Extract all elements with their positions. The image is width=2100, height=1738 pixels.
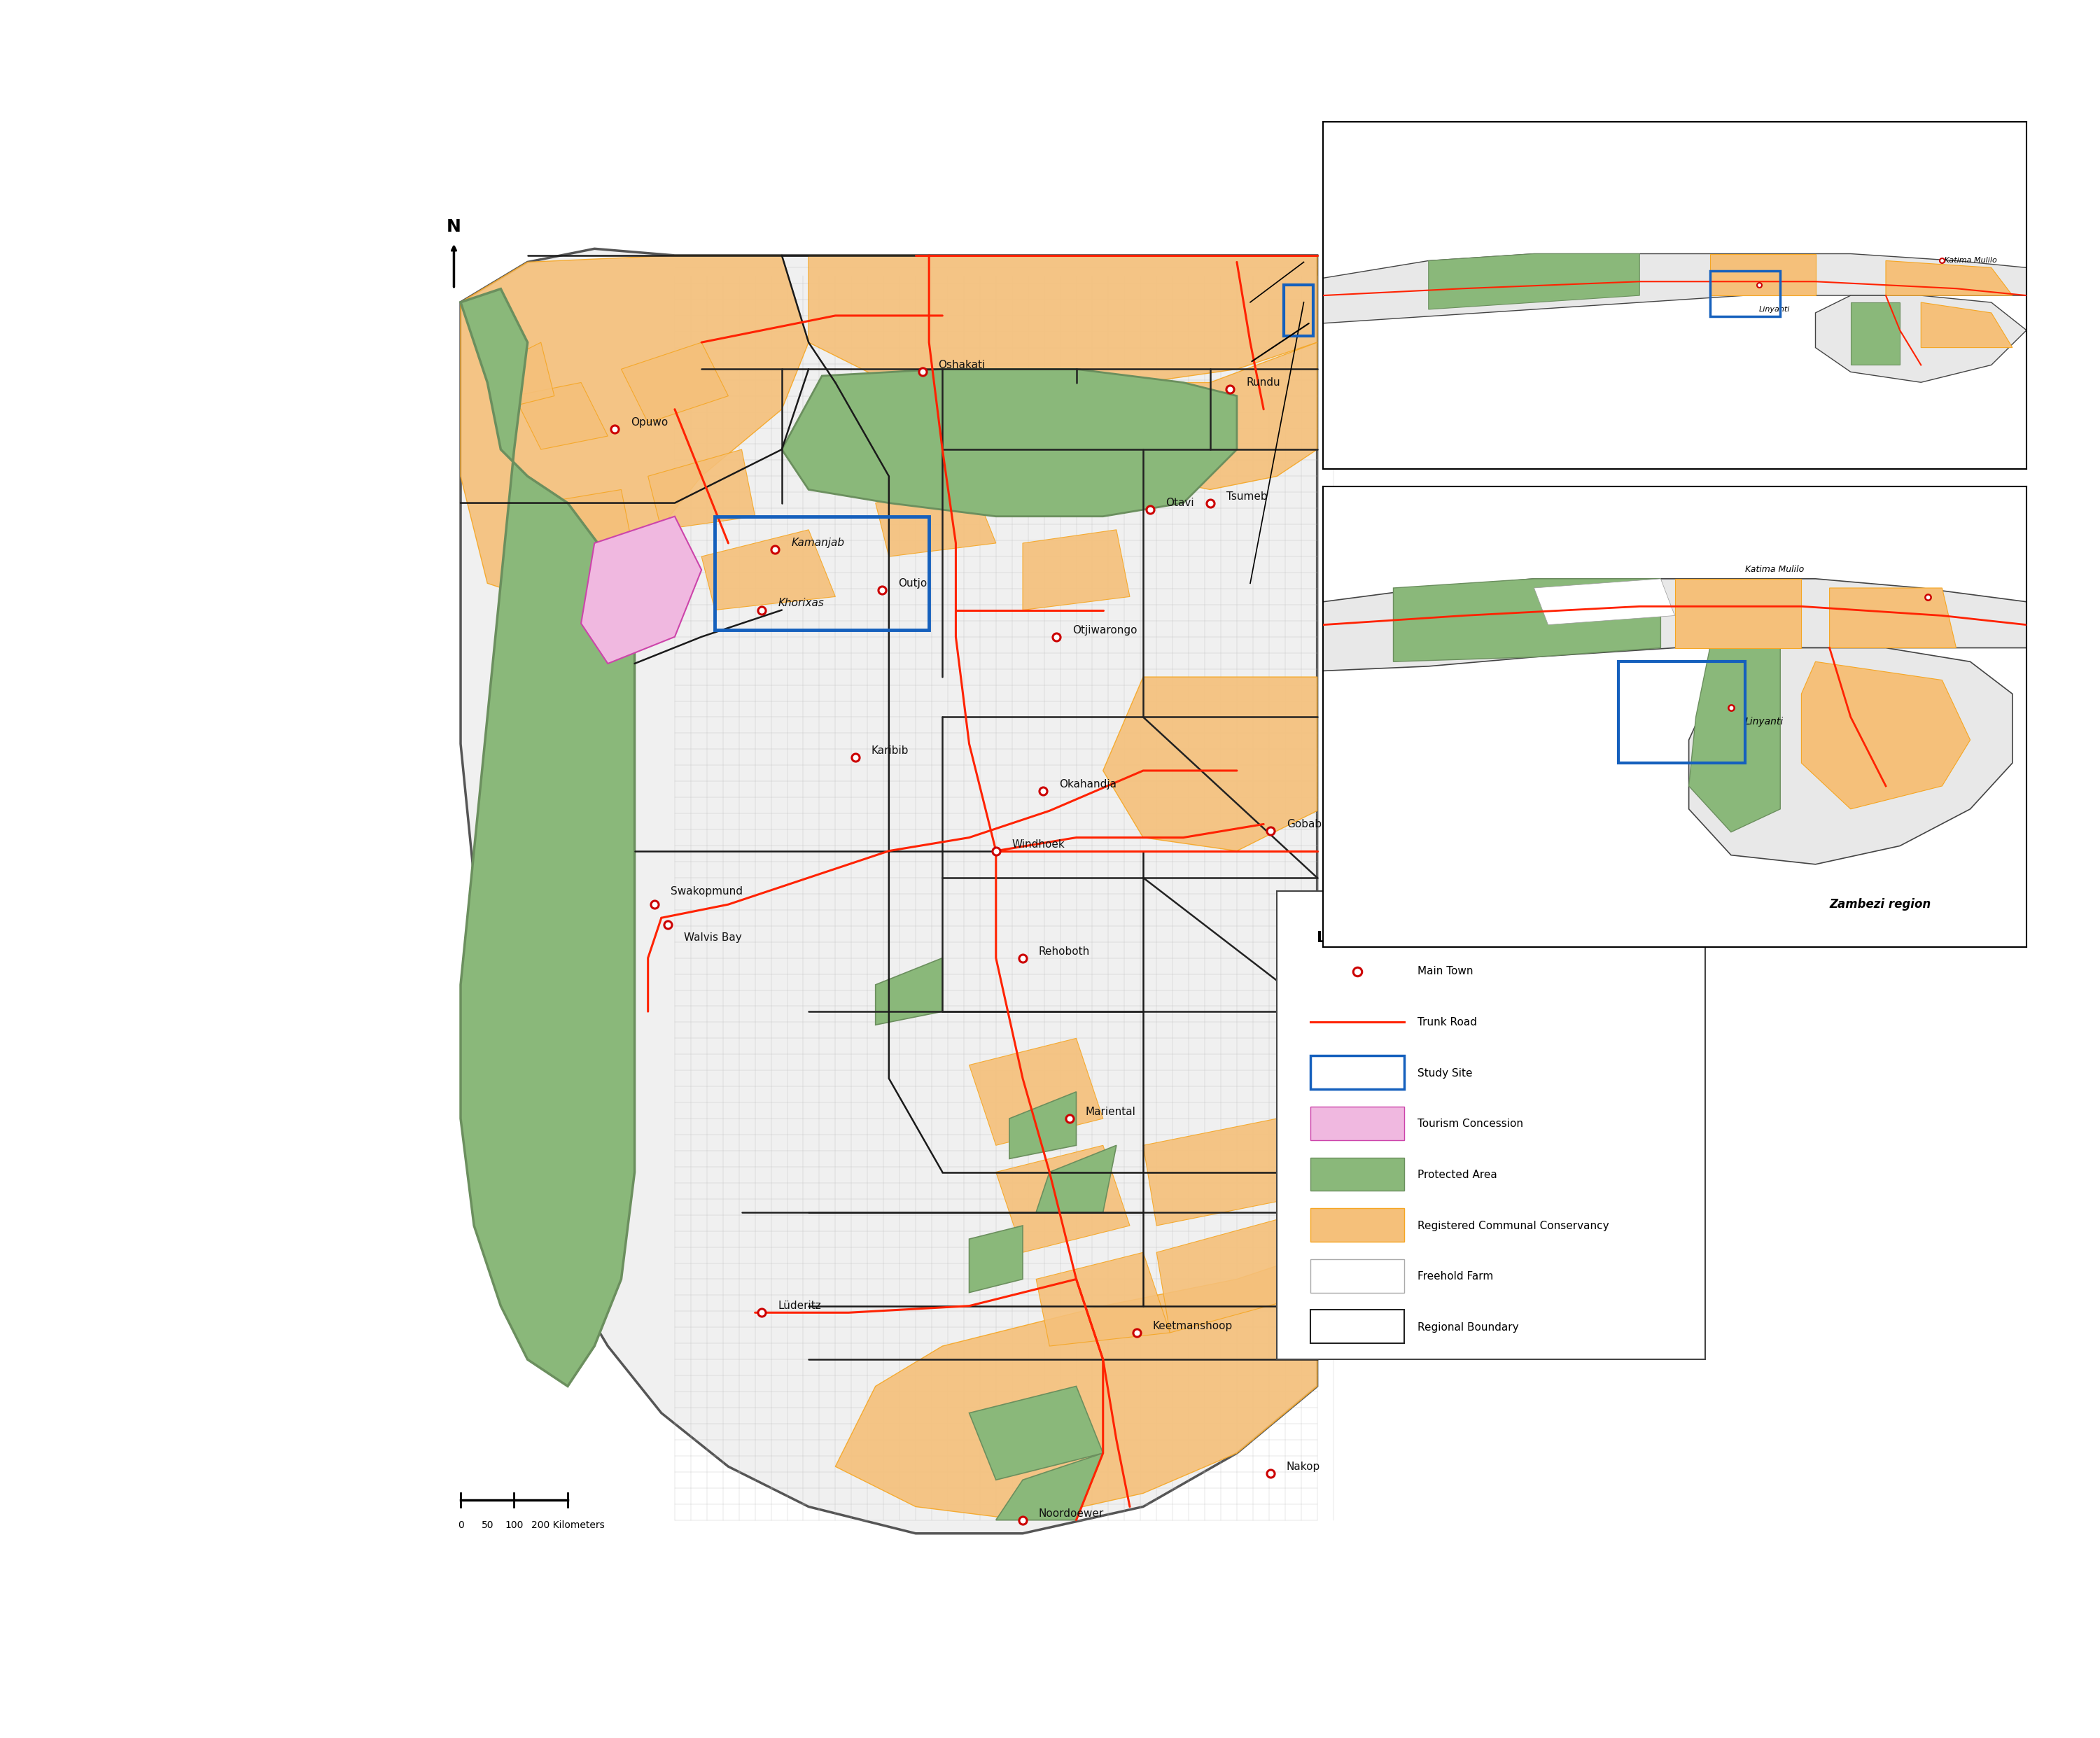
Bar [1283,285,1312,335]
Text: Linyanti: Linyanti [1760,306,1789,313]
Text: 100: 100 [504,1521,523,1529]
Polygon shape [1142,1119,1289,1225]
Bar [1310,1055,1405,1090]
Text: Freehold Farm: Freehold Farm [1418,1270,1493,1281]
Text: 200 Kilometers: 200 Kilometers [531,1521,605,1529]
Text: Mariental: Mariental [1086,1107,1136,1118]
Text: Gobabis: Gobabis [1287,819,1329,829]
Polygon shape [970,1387,1102,1481]
Text: Windhoek: Windhoek [1012,839,1065,850]
Text: Regional Boundary: Regional Boundary [1418,1323,1518,1333]
Bar [1310,1158,1405,1191]
Polygon shape [876,958,943,1025]
Text: Nakop: Nakop [1287,1462,1321,1472]
Text: Otavi: Otavi [1166,497,1195,507]
Polygon shape [514,382,607,450]
Text: Okahandja: Okahandja [1058,779,1117,789]
Polygon shape [1688,648,1781,833]
FancyBboxPatch shape [1277,892,1705,1359]
Polygon shape [1157,1213,1317,1333]
Bar [1310,1258,1405,1293]
Polygon shape [1533,579,1676,624]
Text: Registered Communal Conservancy: Registered Communal Conservancy [1418,1220,1609,1231]
Text: Karibib: Karibib [872,746,909,756]
Polygon shape [781,368,1237,516]
Bar [1310,1208,1405,1241]
Text: Legend: Legend [1317,932,1382,945]
Polygon shape [1802,662,1970,808]
Polygon shape [701,530,836,610]
Polygon shape [582,516,701,664]
Bar [1310,1310,1405,1343]
Text: Khorixas: Khorixas [777,598,823,608]
Text: Outjo: Outjo [899,579,926,589]
Polygon shape [1886,261,2012,295]
Polygon shape [1010,1091,1077,1159]
Text: Otjiwarongo: Otjiwarongo [1073,626,1136,636]
Polygon shape [649,450,756,530]
Polygon shape [1709,254,1814,295]
Polygon shape [995,1453,1102,1521]
Text: Keetmanshoop: Keetmanshoop [1153,1321,1233,1331]
Text: Kamanjab: Kamanjab [792,537,844,549]
Polygon shape [1814,295,2026,382]
Text: Trunk Road: Trunk Road [1418,1017,1476,1027]
Polygon shape [542,490,634,570]
Polygon shape [1323,579,2026,671]
Polygon shape [487,342,554,410]
Text: Katima Mulilo: Katima Mulilo [1745,565,1804,574]
Bar [1310,1107,1405,1140]
Polygon shape [1023,530,1130,610]
Text: Main Town: Main Town [1418,966,1474,977]
Text: Walvis Bay: Walvis Bay [685,933,741,944]
Polygon shape [1050,342,1317,490]
Text: Rehoboth: Rehoboth [1040,945,1090,956]
Polygon shape [1428,254,1640,309]
Polygon shape [1921,302,2012,348]
Text: 50: 50 [481,1521,493,1529]
Text: Zambezi region: Zambezi region [1829,899,1932,911]
Text: Noordoewer: Noordoewer [1040,1509,1105,1519]
Bar [1619,662,1745,763]
Polygon shape [1394,579,1661,662]
Bar [1709,271,1781,316]
Polygon shape [1850,302,1900,365]
Polygon shape [1688,648,2012,864]
Polygon shape [1829,587,1957,648]
Text: Protected Area: Protected Area [1418,1170,1497,1180]
Polygon shape [1102,676,1317,852]
Text: Tourism Concession: Tourism Concession [1418,1119,1522,1130]
Polygon shape [808,255,1317,382]
Polygon shape [460,249,1317,1533]
Text: Katima Mulilo: Katima Mulilo [1942,257,1997,264]
Polygon shape [1035,1253,1170,1345]
Text: 0: 0 [458,1521,464,1529]
Polygon shape [1676,579,1802,648]
Polygon shape [460,289,634,1387]
Text: Rundu: Rundu [1245,377,1281,388]
Text: N: N [447,219,462,235]
Text: Swakopmund: Swakopmund [670,886,743,897]
Polygon shape [567,584,674,664]
Text: Oshakati: Oshakati [939,360,985,370]
Text: Study Site: Study Site [1418,1067,1472,1078]
Polygon shape [970,1225,1023,1293]
Polygon shape [876,476,995,556]
Polygon shape [995,1145,1130,1253]
Polygon shape [836,1253,1317,1521]
Polygon shape [622,342,729,422]
Polygon shape [1323,254,2026,323]
Polygon shape [1035,1145,1117,1213]
Polygon shape [460,255,808,610]
Polygon shape [970,1038,1102,1145]
Text: Linyanti: Linyanti [1745,716,1783,726]
Text: Opuwo: Opuwo [630,417,668,428]
Text: Tsumeb: Tsumeb [1226,492,1266,502]
Text: Lüderitz: Lüderitz [777,1300,821,1310]
